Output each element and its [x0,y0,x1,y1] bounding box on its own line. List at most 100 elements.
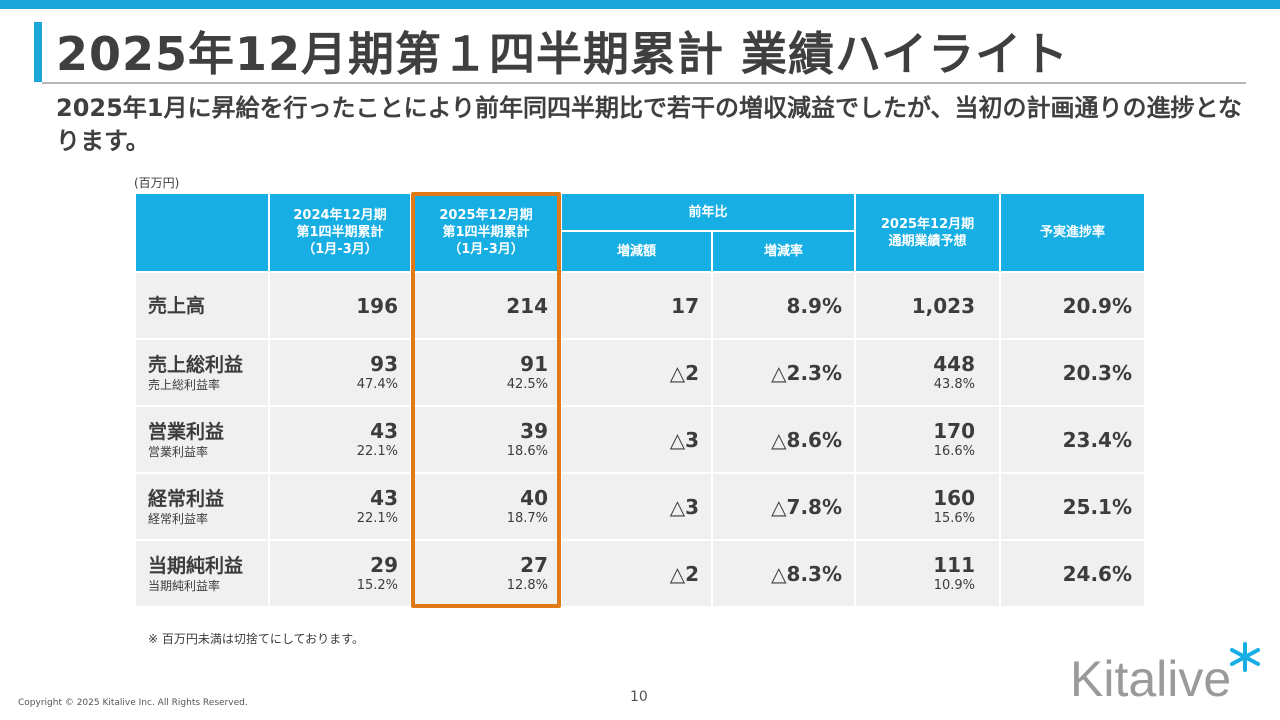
prev-value: 29 [370,553,398,577]
prev-ratio: 47.4% [356,377,398,392]
rate-value: △8.6% [771,427,842,452]
rate-cell: △8.6% [713,407,854,472]
forecast-ratio: 15.6% [933,511,975,526]
header-progress: 予実進捗率 [1001,194,1144,271]
rate-value: 8.9% [786,293,842,318]
progress-cell: 20.9% [1001,273,1144,338]
row-label-cell: 当期純利益 当期純利益率 [136,541,268,606]
forecast-value: 111 [933,553,975,577]
row-label: 売上総利益 [148,353,244,376]
progress-value: 24.6% [1062,561,1132,586]
logo-asterisk-icon [1230,642,1260,672]
top-accent-bar [0,0,1280,9]
row-label-cell: 売上総利益 売上総利益率 [136,340,268,405]
diff-value: △2 [669,360,699,385]
cur-cell: 40 18.7% [412,474,560,539]
header-blank-cell [136,194,268,271]
progress-value: 23.4% [1062,427,1132,452]
results-table: 2024年12月期 第1四半期累計 （1月-3月） 2025年12月期 第1四半… [136,194,1144,606]
header-cur-line3: （1月-3月） [448,242,524,257]
header-yoy-label: 前年比 [688,204,728,220]
prev-cell: 93 47.4% [270,340,410,405]
cur-value: 39 [520,419,548,443]
title-accent-bar [34,22,42,82]
header-prev-line1: 2024年12月期 [293,208,387,223]
header-cur-line1: 2025年12月期 [439,208,533,223]
cur-cell: 214 [412,273,560,338]
rate-cell: 8.9% [713,273,854,338]
forecast-value: 170 [933,419,975,443]
header-prev-period: 2024年12月期 第1四半期累計 （1月-3月） [270,194,410,271]
header-current-period: 2025年12月期 第1四半期累計 （1月-3月） [412,194,560,271]
diff-value: 17 [671,293,699,318]
cur-ratio: 42.5% [506,377,548,392]
header-diff: 増減額 [562,232,711,271]
rate-cell: △8.3% [713,541,854,606]
prev-cell: 29 15.2% [270,541,410,606]
page-subtitle: 2025年1月に昇給を行ったことにより前年同四半期比で若干の増収減益でしたが、当… [56,94,1242,155]
row-sublabel: 営業利益率 [148,444,209,459]
cur-cell: 27 12.8% [412,541,560,606]
header-rate: 増減率 [713,232,854,271]
prev-value: 196 [356,293,398,318]
header-yoy: 前年比 [562,194,854,230]
progress-cell: 24.6% [1001,541,1144,606]
diff-value: △3 [669,494,699,519]
cur-cell: 91 42.5% [412,340,560,405]
forecast-ratio: 16.6% [933,444,975,459]
progress-value: 20.9% [1062,293,1132,318]
forecast-value: 448 [933,352,975,376]
cur-value: 214 [506,293,548,318]
diff-cell: △2 [562,340,711,405]
header-fc-line1: 2025年12月期 [880,216,975,232]
unit-label: (百万円) [134,176,180,190]
header-prev-line3: （1月-3月） [302,242,378,257]
prev-ratio: 15.2% [356,578,398,593]
prev-value: 93 [370,352,398,376]
cur-value: 27 [520,553,548,577]
prev-ratio: 22.1% [356,511,398,526]
forecast-value: 1,023 [911,293,975,318]
header-forecast: 2025年12月期 通期業績予想 [856,194,999,271]
header-rate-label: 増減率 [763,244,803,259]
header-fc-line2: 通期業績予想 [888,233,967,249]
copyright-text: Copyright © 2025 Kitalive Inc. All Right… [18,698,248,708]
forecast-value: 160 [933,486,975,510]
row-sublabel: 売上総利益率 [148,377,221,392]
rate-value: △7.8% [771,494,842,519]
row-label-cell: 売上高 [136,273,268,338]
diff-value: △3 [669,427,699,452]
prev-cell: 196 [270,273,410,338]
forecast-cell: 111 10.9% [856,541,999,606]
cur-value: 40 [520,486,548,510]
prev-cell: 43 22.1% [270,407,410,472]
diff-cell: 17 [562,273,711,338]
row-label: 当期純利益 [148,554,244,577]
header-prev-line2: 第1四半期累計 [296,225,384,240]
row-sublabel: 当期純利益率 [148,578,221,593]
header-diff-label: 増減額 [616,244,656,259]
cur-value: 91 [520,352,548,376]
prev-cell: 43 22.1% [270,474,410,539]
prev-ratio: 22.1% [356,444,398,459]
page-number: 10 [630,689,648,705]
forecast-cell: 448 43.8% [856,340,999,405]
rate-value: △2.3% [771,360,842,385]
forecast-cell: 170 16.6% [856,407,999,472]
header-cur-line2: 第1四半期累計 [442,225,530,240]
rate-value: △8.3% [771,561,842,586]
progress-cell: 20.3% [1001,340,1144,405]
diff-cell: △3 [562,474,711,539]
diff-value: △2 [669,561,699,586]
cur-ratio: 18.6% [506,444,548,459]
footnote: ※ 百万円未満は切捨てにしております。 [148,632,364,646]
forecast-cell: 160 15.6% [856,474,999,539]
prev-value: 43 [370,419,398,443]
rate-cell: △2.3% [713,340,854,405]
header-progress-label: 予実進捗率 [1039,225,1105,240]
progress-value: 25.1% [1062,494,1132,519]
kitalive-logo: Kitalive [1070,642,1260,707]
cur-ratio: 12.8% [506,578,548,593]
row-label-cell: 経常利益 経常利益率 [136,474,268,539]
row-label-cell: 営業利益 営業利益率 [136,407,268,472]
